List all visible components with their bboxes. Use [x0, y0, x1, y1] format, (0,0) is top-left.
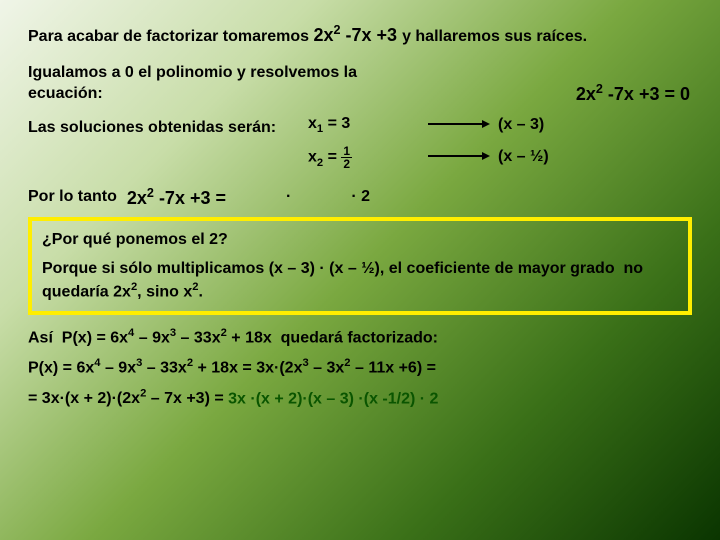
final1: Así P(x) = 6x4 – 9x3 – 33x2 + 18x quedar… — [28, 327, 692, 347]
sol1-factor: (x – 3) — [498, 116, 692, 134]
sol1-label: x1 = 3 — [308, 115, 418, 135]
yellow-box: ¿Por qué ponemos el 2? Porque si sólo mu… — [28, 217, 692, 315]
intro-suffix: y hallaremos sus raíces. — [402, 28, 587, 45]
arrow2 — [418, 148, 498, 166]
final3-green: 3x ·(x + 2)·(x – 3) ·(x -1/2) · 2 — [228, 390, 438, 407]
step2-text: Las soluciones obtenidas serán: — [28, 113, 308, 137]
therefore-poly: 2x2 -7x +3 = — [127, 186, 226, 209]
intro-prefix: Para acabar de factorizar tomaremos — [28, 28, 309, 45]
therefore-prefix: Por lo tanto — [28, 188, 117, 206]
final2: P(x) = 6x4 – 9x3 – 33x2 + 18x = 3x·(2x3 … — [28, 357, 692, 377]
therefore-dot: · — [286, 188, 291, 206]
sol2-factor: (x – ½) — [498, 148, 692, 166]
arrow1 — [418, 116, 498, 134]
sol2-label: x2 = 12 — [308, 145, 418, 170]
intro-line: Para acabar de factorizar tomaremos 2x2 … — [28, 22, 692, 48]
final3: = 3x·(x + 2)·(2x2 – 7x +3) = 3x ·(x + 2)… — [28, 388, 692, 408]
therefore-mult2: · 2 — [351, 188, 370, 206]
yellow-answer: Porque si sólo multiplicamos (x – 3) · (… — [42, 258, 678, 303]
equation-zero: 2x2 -7x +3 = 0 — [576, 82, 690, 105]
final3-black: = 3x·(x + 2)·(2x2 – 7x +3) = — [28, 390, 228, 407]
yellow-question: ¿Por qué ponemos el 2? — [42, 229, 678, 251]
intro-poly: 2x2 -7x +3 — [313, 25, 402, 45]
step1-text: Igualamos a 0 el polinomio y resolvemos … — [28, 62, 428, 105]
